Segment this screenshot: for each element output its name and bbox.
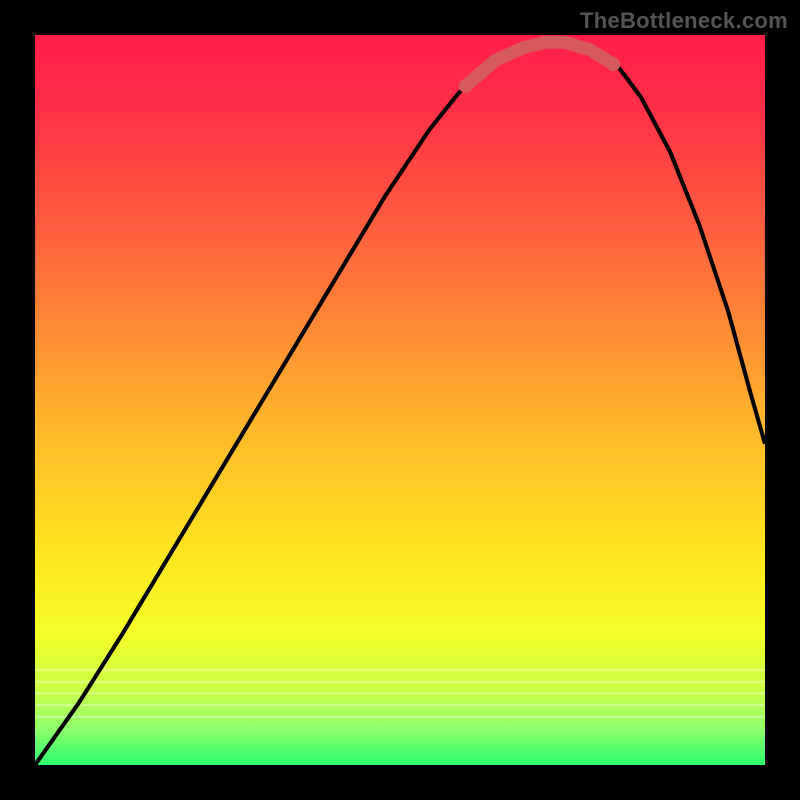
plot-area (35, 35, 765, 765)
watermark-text: TheBottleneck.com (580, 8, 788, 34)
bottleneck-curve (35, 35, 765, 765)
frame: TheBottleneck.com (0, 0, 800, 800)
